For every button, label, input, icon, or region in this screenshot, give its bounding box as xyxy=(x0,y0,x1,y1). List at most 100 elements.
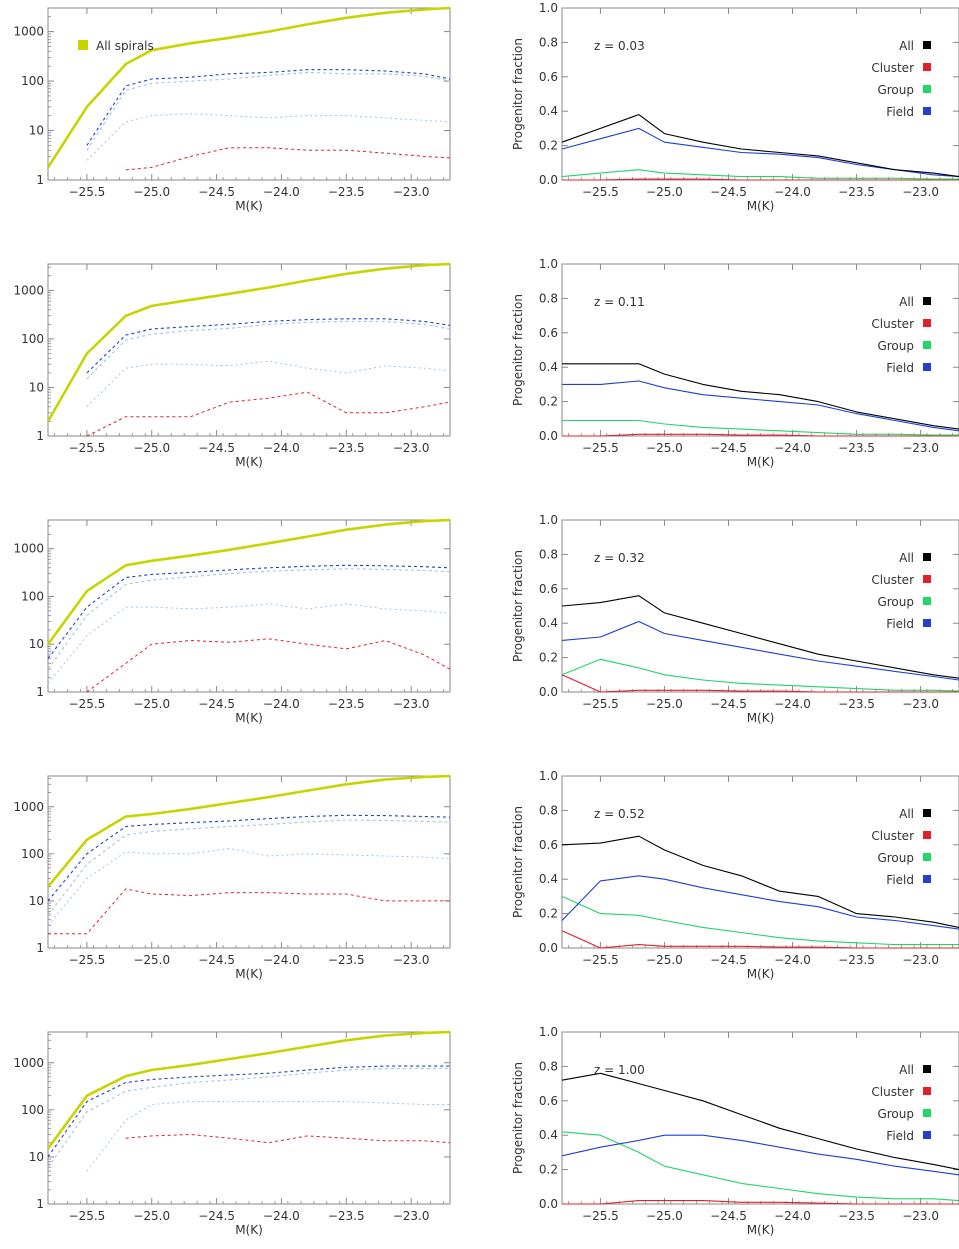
panel-counts-4-xtick-label: −25.0 xyxy=(133,953,170,967)
panel-counts-3-ytick-label: 10 xyxy=(29,637,44,651)
panel-fraction-1-ytick-label: 0.6 xyxy=(539,70,558,84)
panel-fraction-2-ytick-label: 0.2 xyxy=(539,395,558,409)
panel-counts-5-series-all_spirals xyxy=(46,1030,451,1150)
panel-counts-1-series-field xyxy=(86,71,451,151)
panel-fraction-4-series-field xyxy=(561,875,959,930)
panel-counts-2-series-field xyxy=(86,320,451,380)
panel-fraction-1-series-field xyxy=(561,127,959,178)
panel-fraction-1-xtick-label: −23.0 xyxy=(902,185,939,199)
panel-fraction-3-legend-label: Field xyxy=(886,617,914,631)
panel-fraction-5-legend-swatch xyxy=(923,1087,931,1095)
panel-fraction-3-legend-swatch xyxy=(923,597,931,605)
panel-counts-4-xtick-label: −23.5 xyxy=(328,953,365,967)
panel-fraction-1-xlabel: M(K) xyxy=(747,199,775,213)
panel-fraction-5-legend-swatch xyxy=(923,1065,931,1073)
panel-fraction-2-ytick-label: 0.8 xyxy=(539,291,558,305)
panel-counts-1-ytick-label: 10 xyxy=(29,124,44,138)
panel-counts-1-series-all xyxy=(86,69,451,146)
panel-fraction-5-xtick-label: −24.0 xyxy=(774,1209,811,1223)
panel-counts-3-series-cluster xyxy=(86,638,451,693)
panel-fraction-2-legend-swatch xyxy=(923,297,931,305)
panel-fraction-4-ytick-label: 0.2 xyxy=(539,907,558,921)
panel-fraction-2-legend-label: Group xyxy=(877,339,914,353)
panel-fraction-1-xtick-label: −25.0 xyxy=(646,185,683,199)
panel-counts-1-ytick-label: 100 xyxy=(21,74,44,88)
panel-counts-1-xtick-label: −25.5 xyxy=(69,185,106,199)
panel-counts-2-series-group xyxy=(86,360,451,408)
panel-fraction-5-xtick-label: −23.0 xyxy=(902,1209,939,1223)
panel-counts-5-ytick-label: 1 xyxy=(36,1197,44,1211)
panel-counts-4-xlabel: M(K) xyxy=(235,967,263,981)
panel-fraction-4-legend-swatch xyxy=(923,809,931,817)
panel-counts-5-ytick-label: 10 xyxy=(29,1150,44,1164)
panel-counts-4-xtick-label: −23.0 xyxy=(393,953,430,967)
panel-counts-3-series-all_spirals xyxy=(46,518,451,645)
panel-fraction-2-ytick-label: 0.6 xyxy=(539,326,558,340)
panel-counts-1-xtick-label: −23.5 xyxy=(328,185,365,199)
panel-fraction-2-ytick-label: 0.4 xyxy=(539,360,558,374)
panel-counts-4-series-all_spirals xyxy=(46,774,451,888)
panel-fraction-4-legend-label: Group xyxy=(877,851,914,865)
panel-fraction-3-ytick-label: 0.8 xyxy=(539,547,558,561)
panel-fraction-3-ytick-label: 0.6 xyxy=(539,582,558,596)
panel-fraction-2-redshift-label: z = 0.11 xyxy=(594,295,645,309)
panel-fraction-1-legend-swatch xyxy=(923,41,931,49)
panel-counts-1-ytick-label: 1000 xyxy=(13,25,44,39)
panel-counts-5-series-group xyxy=(86,1101,450,1172)
panel-counts-4-series-all xyxy=(47,814,451,902)
panel-counts-5-ytick-label: 1000 xyxy=(13,1056,44,1070)
panel-counts-4-ytick-label: 10 xyxy=(29,894,44,908)
panel-fraction-3-ytick-label: 0.2 xyxy=(539,651,558,665)
panel-fraction-4-legend-label: Field xyxy=(886,873,914,887)
panel-fraction-1-legend-label: Field xyxy=(886,105,914,119)
panel-counts-3-xtick-label: −25.0 xyxy=(133,697,170,711)
panel-counts-5-series-all xyxy=(47,1065,450,1158)
panel-fraction-4-ytick-label: 0.0 xyxy=(539,941,558,955)
panel-counts-4-xtick-label: −25.5 xyxy=(69,953,106,967)
panel-counts-5-xlabel: M(K) xyxy=(235,1223,263,1237)
panel-fraction-3-xtick-label: −25.5 xyxy=(582,697,619,711)
panel-counts-5-series-cluster xyxy=(125,1134,451,1144)
panel-counts-1-legend-swatch xyxy=(78,40,88,50)
panel-counts-4-series-cluster xyxy=(48,888,450,935)
panel-counts-2-xtick-label: −23.5 xyxy=(328,441,365,455)
panel-counts-3-xtick-label: −23.5 xyxy=(328,697,365,711)
panel-fraction-2-xtick-label: −23.5 xyxy=(838,441,875,455)
panel-fraction-3-xtick-label: −25.0 xyxy=(646,697,683,711)
panel-fraction-1-ylabel: Progenitor fraction xyxy=(511,38,525,150)
panel-counts-4-series-group xyxy=(47,848,451,926)
panel-counts-5-xtick-label: −24.0 xyxy=(263,1209,300,1223)
panel-counts-1-xtick-label: −24.5 xyxy=(198,185,235,199)
panel-fraction-4-xtick-label: −23.5 xyxy=(838,953,875,967)
panel-fraction-4-series-group xyxy=(561,895,959,946)
panel-counts-2-ytick-label: 1000 xyxy=(13,283,44,297)
panel-fraction-5-ylabel: Progenitor fraction xyxy=(511,1062,525,1174)
panel-fraction-5-ytick-label: 0.0 xyxy=(539,1197,558,1211)
panel-fraction-5-ytick-label: 0.6 xyxy=(539,1094,558,1108)
panel-counts-5-xtick-label: −25.0 xyxy=(133,1209,170,1223)
panel-fraction-3-xtick-label: −23.5 xyxy=(838,697,875,711)
panel-fraction-5-xtick-label: −24.5 xyxy=(710,1209,747,1223)
panel-fraction-1-xtick-label: −25.5 xyxy=(582,185,619,199)
panel-fraction-4-ytick-label: 1.0 xyxy=(539,769,558,783)
panel-fraction-2-xtick-label: −25.5 xyxy=(582,441,619,455)
panel-fraction-5-ytick-label: 0.2 xyxy=(539,1163,558,1177)
panel-fraction-5-ytick-label: 0.4 xyxy=(539,1128,558,1142)
panel-fraction-3-xtick-label: −24.5 xyxy=(710,697,747,711)
panel-fraction-4-xtick-label: −23.0 xyxy=(902,953,939,967)
panel-counts-4-series-field xyxy=(47,819,451,916)
panel-counts-2-series-all_spirals xyxy=(46,262,451,423)
panel-fraction-4-legend-swatch xyxy=(923,831,931,839)
panel-fraction-2-legend-label: Field xyxy=(886,361,914,375)
panel-counts-4-xtick-label: −24.0 xyxy=(263,953,300,967)
panel-counts-5-frame xyxy=(47,1031,451,1205)
panel-counts-5-xtick-label: −23.5 xyxy=(328,1209,365,1223)
panel-fraction-5-redshift-label: z = 1.00 xyxy=(594,1063,645,1077)
panel-fraction-4-xtick-label: −25.5 xyxy=(582,953,619,967)
panel-counts-1-ytick-label: 1 xyxy=(36,173,44,187)
panel-fraction-5-legend-label: All xyxy=(899,1063,914,1077)
panel-counts-1-xtick-label: −24.0 xyxy=(263,185,300,199)
panel-fraction-3-legend-label: Group xyxy=(877,595,914,609)
panel-fraction-1-legend-swatch xyxy=(923,107,931,115)
panel-fraction-4-xlabel: M(K) xyxy=(747,967,775,981)
